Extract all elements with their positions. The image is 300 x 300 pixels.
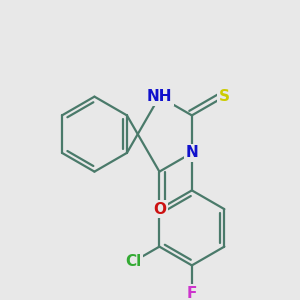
Text: NH: NH	[147, 89, 172, 104]
Text: O: O	[153, 202, 166, 217]
Text: S: S	[219, 89, 230, 104]
Text: N: N	[185, 146, 198, 160]
Text: F: F	[187, 286, 197, 300]
Text: Cl: Cl	[125, 254, 142, 269]
